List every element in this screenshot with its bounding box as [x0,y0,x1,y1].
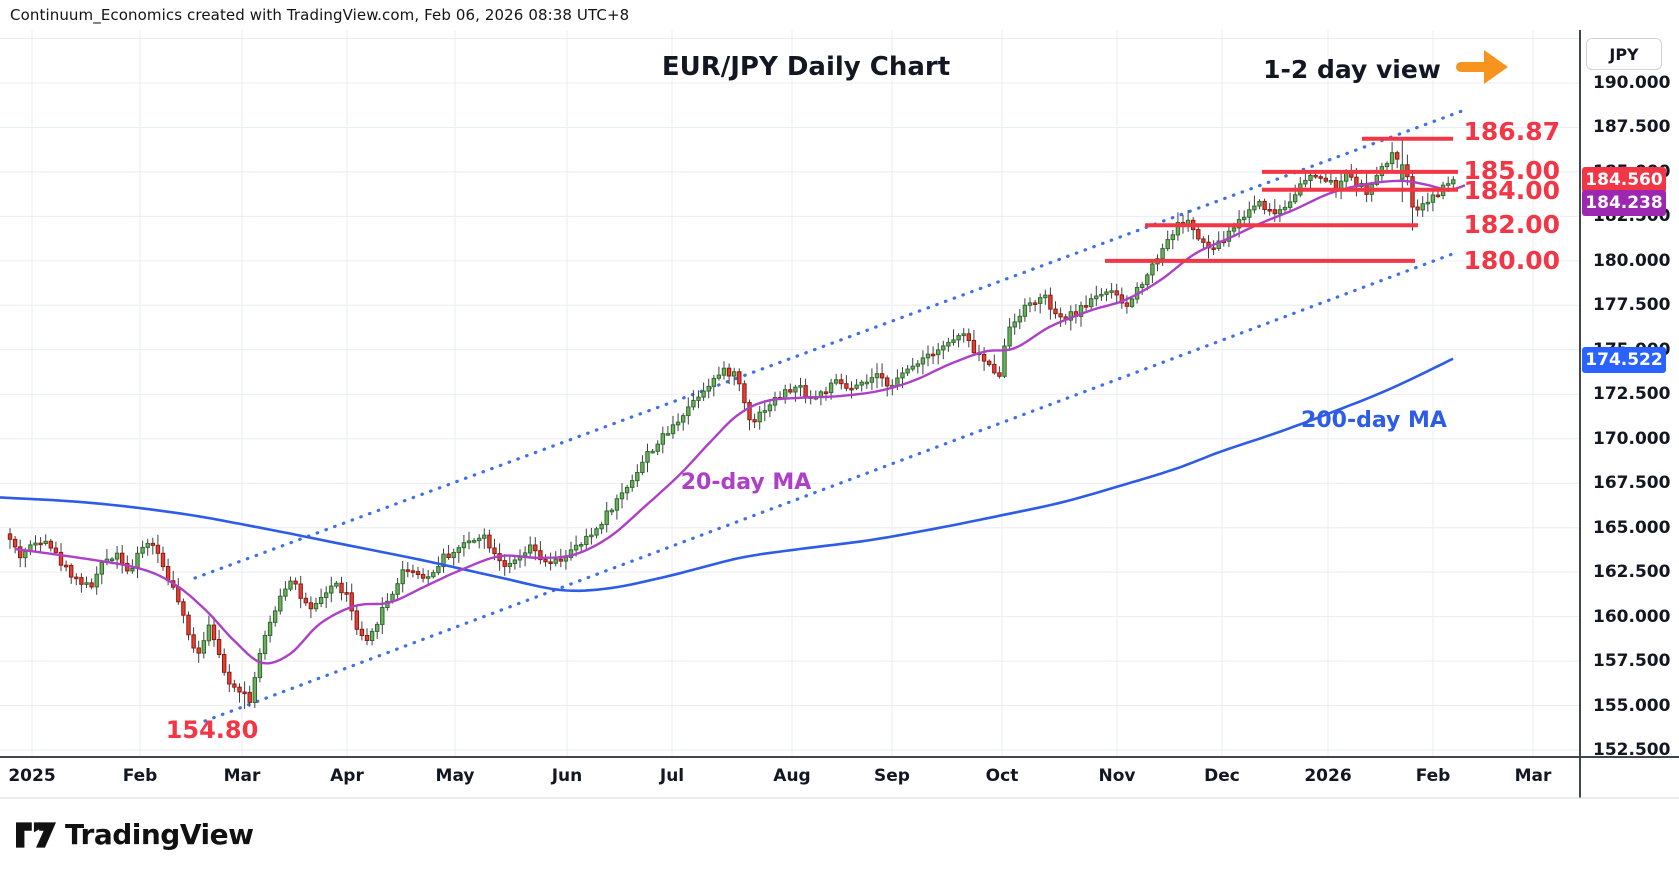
ma20-line-label: 20-day MA [680,470,812,495]
price-axis-tick: 177.500 [1593,295,1671,315]
price-axis-tick: 155.000 [1593,696,1671,716]
currency-button[interactable]: JPY [1586,38,1662,70]
cycle-low-label: 154.80 [165,716,259,744]
time-axis-tick: Jun [551,766,583,786]
price-axis-tick: 187.500 [1593,117,1671,137]
time-axis-tick: 2025 [8,766,56,786]
price-axis-tick: 167.500 [1593,473,1671,493]
price-axis-tick: 190.000 [1593,73,1671,93]
time-axis-tick: Aug [773,766,811,786]
time-axis-tick: May [435,766,475,786]
time-axis-tick: Mar [223,766,261,786]
tradingview-logo-icon [16,821,56,848]
level-label: 180.00 [1463,245,1560,275]
ma200-line-label: 200-day MA [1301,408,1447,433]
chart-title: EUR/JPY Daily Chart [661,52,951,82]
time-axis-tick: Jul [659,766,685,786]
time-axis-tick: Oct [985,766,1019,786]
time-axis-tick: Nov [1098,766,1136,786]
price-axis-tick: 165.000 [1593,518,1671,538]
tradingview-logo[interactable]: TradingView [16,818,254,851]
time-axis-tick: 2026 [1304,766,1352,786]
price-axis-tick: 157.500 [1593,651,1671,671]
price-axis-tick: 160.000 [1593,607,1671,627]
price-axis-tick: 170.000 [1593,429,1671,449]
time-axis-tick: Mar [1514,766,1552,786]
price-axis-tick: 180.000 [1593,251,1671,271]
price-axis-tick: 152.500 [1593,740,1671,760]
time-axis-tick: Feb [1415,766,1451,786]
right-arrow-icon [1456,50,1508,84]
view-note-label: 1-2 day view [1263,55,1441,84]
attribution-text: Continuum_Economics created with Trading… [10,6,630,24]
price-axis-badge: 184.560 [1582,167,1666,193]
level-label: 185.00 [1463,155,1560,185]
level-label: 182.00 [1463,210,1560,240]
level-label: 184.00 [1463,175,1560,205]
price-axis-badge: 174.522 [1582,347,1666,373]
level-label: 186.87 [1463,116,1560,146]
time-axis-tick: Dec [1204,766,1240,786]
time-axis-tick: Apr [330,766,364,786]
price-axis-badge: 184.238 [1582,190,1666,216]
price-axis-tick: 172.500 [1593,384,1671,404]
tradingview-wordmark: TradingView [65,818,254,851]
price-axis-tick: 162.500 [1593,562,1671,582]
time-axis-tick: Feb [122,766,158,786]
time-axis-tick: Sep [874,766,910,786]
